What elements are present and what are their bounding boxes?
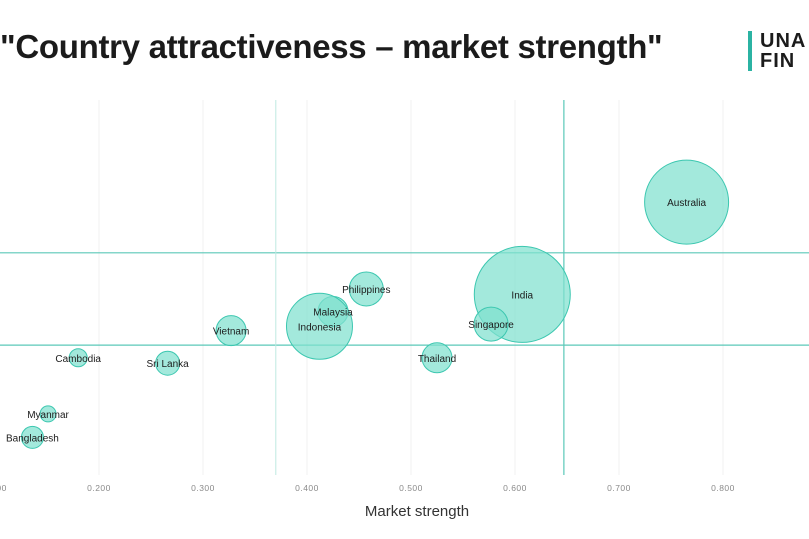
bubble-sri-lanka [155,350,181,376]
bubble-thailand [421,342,453,374]
bubble-myanmar [39,405,57,423]
chart-title: "Country attractiveness – market strengt… [0,28,663,65]
bubble-label: Sri Lanka [147,359,190,370]
x-tick-label: 0.200 [87,483,111,493]
x-tick-label: 0.500 [399,483,423,493]
x-tick-label: 0.400 [295,483,319,493]
logo-bar [748,31,752,71]
bubble-australia [644,159,730,245]
bubble-bangladesh [20,425,44,449]
bubble-label: Australia [667,198,706,209]
x-axis-label: Market strength [364,503,470,520]
bubble-label: Singapore [468,320,514,331]
bubble-vietnam [215,315,247,347]
bubble-label: India [511,290,533,301]
bubble-label: Thailand [418,354,456,365]
bubble-indonesia [285,292,353,360]
bubble-label: Cambodia [55,354,101,365]
logo-text-line2: FIN [760,50,796,72]
bubble-philippines [348,271,384,307]
bubble-label: Bangladesh [6,433,59,444]
x-tick-label: 0.800 [711,483,735,493]
x-tick-label: 0.700 [607,483,631,493]
bubble-label: Indonesia [298,322,342,333]
bubble-label: Philippines [342,285,390,296]
logo-text-line1: UNA [760,30,807,52]
x-tick-label: 0.100 [0,483,7,493]
bubble-label: Malaysia [313,307,353,318]
x-tick-label: 0.600 [503,483,527,493]
bubble-label: Vietnam [213,327,250,338]
x-tick-label: 0.300 [191,483,215,493]
bubble-label: Myanmar [27,410,69,421]
bubble-cambodia [68,348,88,368]
bubble-singapore [473,306,509,342]
